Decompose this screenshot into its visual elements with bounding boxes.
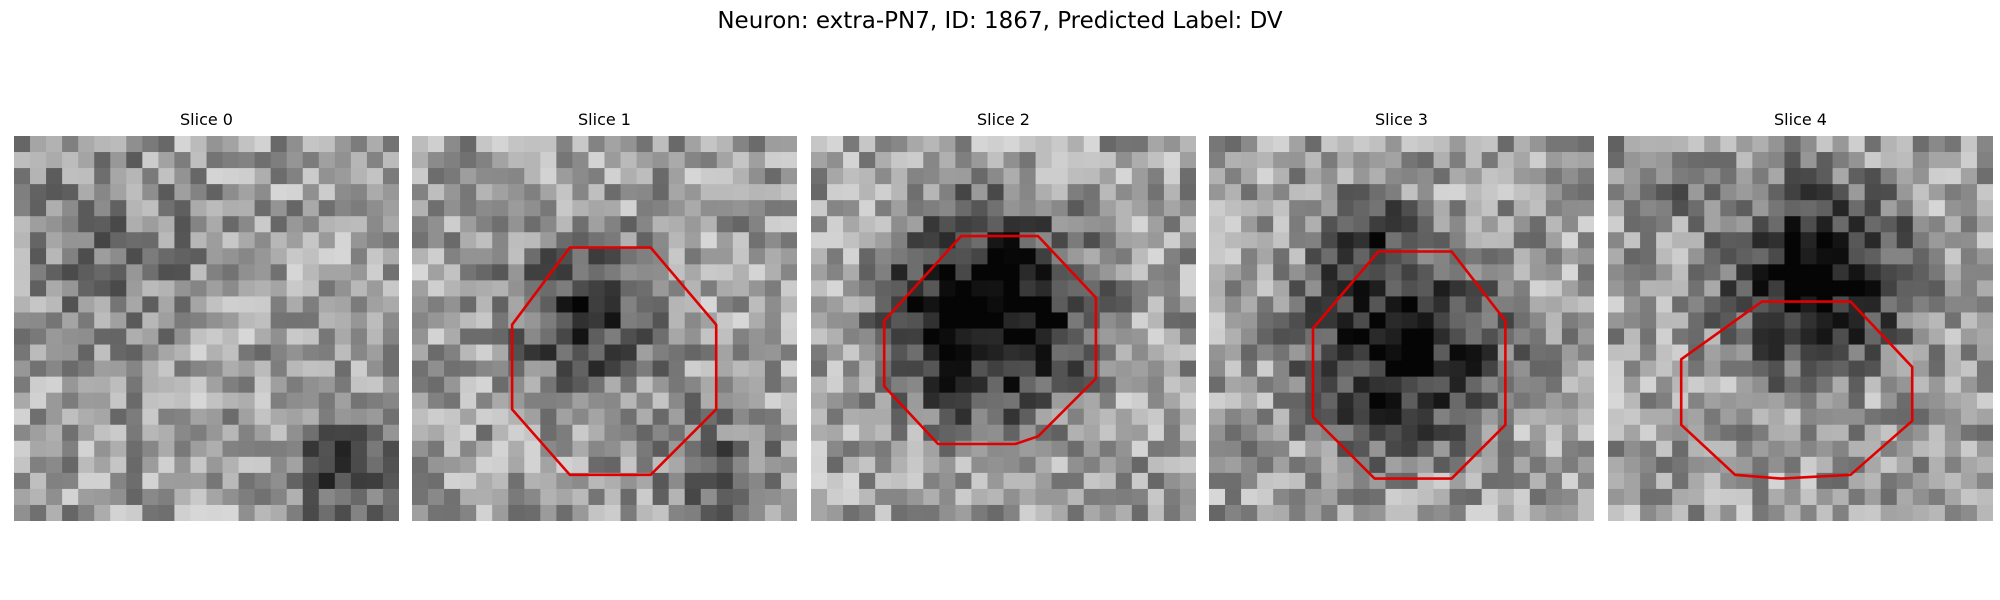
slice-image — [1209, 136, 1594, 521]
slice-panel-2: Slice 2 — [811, 110, 1196, 521]
slice-title: Slice 4 — [1774, 110, 1827, 129]
slice-panel-0: Slice 0 — [14, 110, 399, 521]
figure-title: Neuron: extra-PN7, ID: 1867, Predicted L… — [717, 8, 1283, 34]
slice-title: Slice 0 — [180, 110, 233, 129]
slice-title: Slice 1 — [578, 110, 631, 129]
segmentation-contour — [882, 234, 1098, 446]
slice-image — [412, 136, 797, 521]
segmentation-contour — [510, 246, 718, 477]
segmentation-contour — [1679, 300, 1914, 480]
slice-image — [811, 136, 1196, 521]
slice-panel-4: Slice 4 — [1608, 110, 1993, 521]
slice-image — [14, 136, 399, 521]
slice-title: Slice 2 — [977, 110, 1030, 129]
slice-panel-3: Slice 3 — [1209, 110, 1594, 521]
slice-image — [1608, 136, 1993, 521]
slice-panel-1: Slice 1 — [412, 110, 797, 521]
slice-title: Slice 3 — [1375, 110, 1428, 129]
segmentation-contour — [1311, 250, 1507, 480]
